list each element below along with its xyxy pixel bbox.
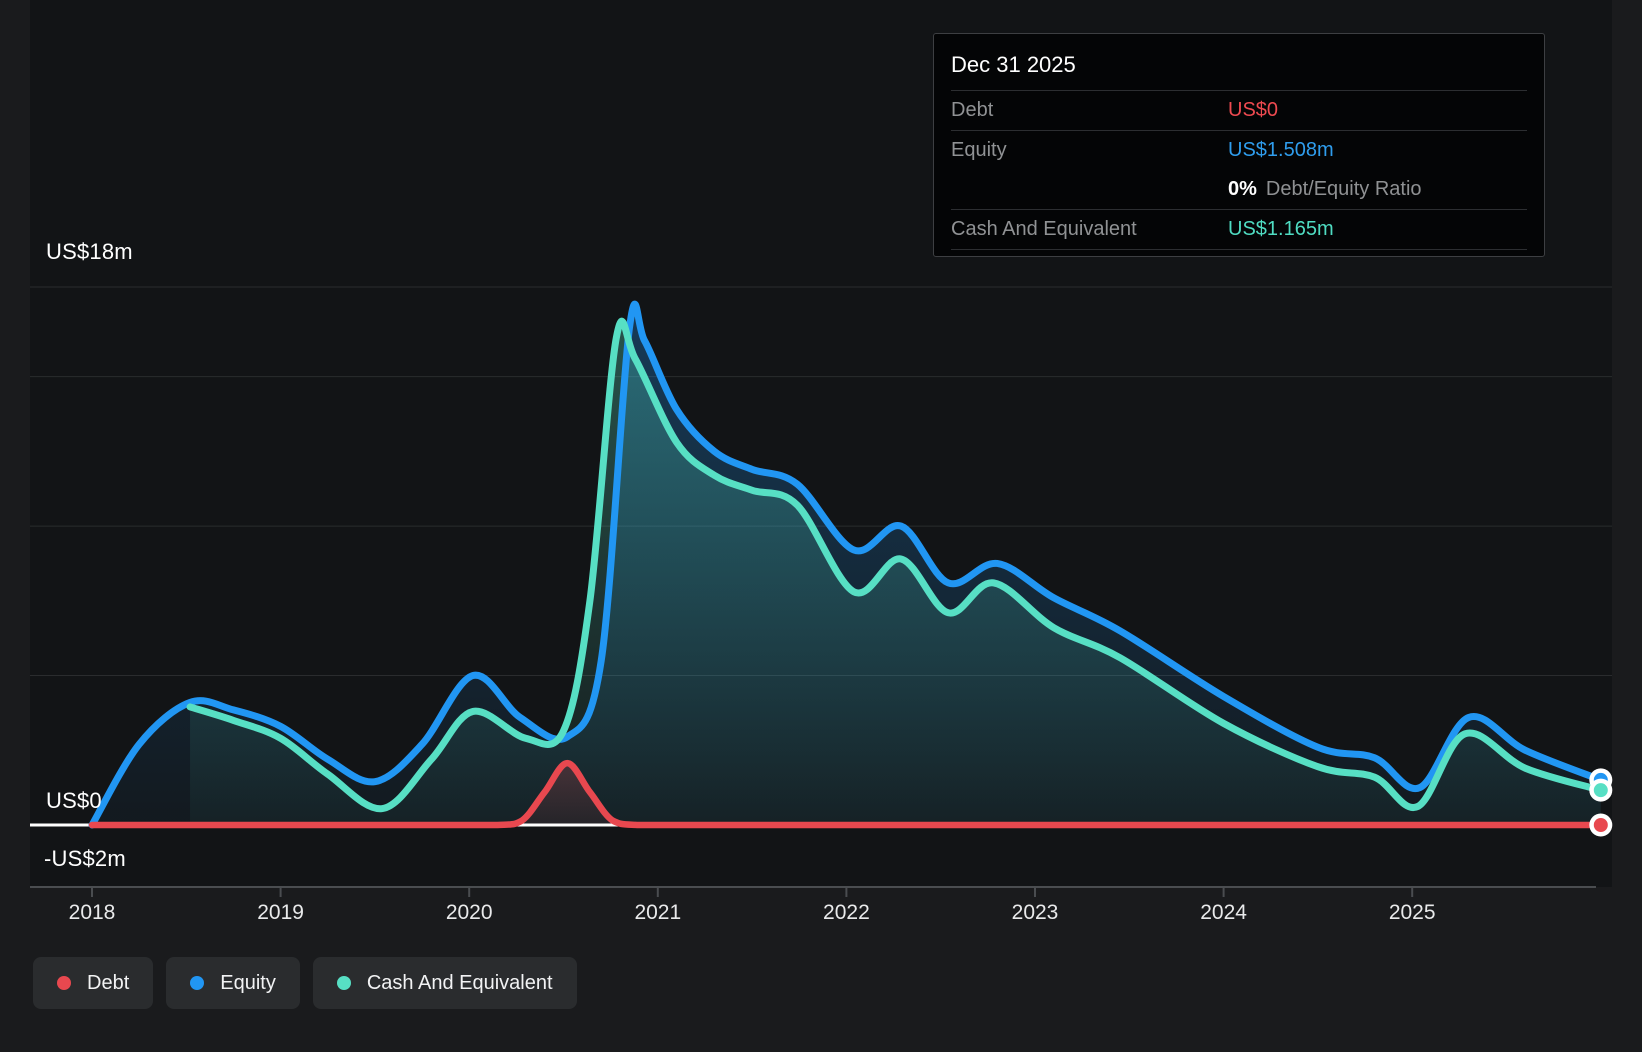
x-axis-label-2018: 2018: [68, 901, 116, 924]
equity-line: [88, 300, 1605, 829]
tooltip-ratio-value: 0%: [1228, 178, 1257, 200]
legend-item-debt[interactable]: Debt: [33, 957, 154, 1009]
debt-marker[interactable]: [1593, 818, 1608, 832]
tooltip-cash-value: US$1.165m: [1228, 218, 1334, 240]
tooltip-row-cash: Cash And Equivalent US$1.165m: [951, 210, 1527, 250]
cash-marker[interactable]: [1593, 783, 1608, 798]
tooltip-date: Dec 31 2025: [951, 44, 1527, 91]
chart-tooltip: Dec 31 2025 Debt US$0 Equity US$1.508m 0…: [933, 33, 1545, 257]
legend-label-debt: Debt: [87, 972, 130, 994]
legend-label-equity: Equity: [220, 972, 276, 994]
x-axis-label-2025: 2025: [1388, 901, 1436, 924]
x-axis-label-2020: 2020: [445, 901, 493, 924]
tooltip-debt-label: Debt: [951, 99, 994, 121]
x-axis-label-2024: 2024: [1200, 901, 1247, 924]
x-axis-label-2022: 2022: [823, 901, 870, 924]
x-axis-label-2023: 2023: [1011, 901, 1059, 924]
tooltip-ratio: 0% Debt/Equity Ratio: [1228, 178, 1422, 201]
tooltip-debt-value: US$0: [1228, 99, 1279, 121]
debt-line: [88, 759, 1605, 829]
equity-area: [92, 304, 1601, 825]
tooltip-ratio-text: Debt/Equity Ratio: [1265, 178, 1422, 200]
legend-label-cash-and-equivalent: Cash And Equivalent: [366, 972, 553, 994]
debt-legend-dot-icon: [57, 976, 71, 990]
x-axis-label-2021: 2021: [634, 901, 682, 924]
y-axis-min-label: -US$2m: [44, 846, 126, 871]
equity-legend-dot-icon: [190, 976, 205, 990]
cash-line: [186, 317, 1605, 813]
tooltip-cash-label: Cash And Equivalent: [951, 218, 1137, 240]
tooltip-row-equity: Equity US$1.508m: [951, 131, 1527, 170]
legend-item-equity[interactable]: Equity: [166, 957, 300, 1009]
tooltip-row-debt: Debt US$0: [951, 91, 1527, 131]
tooltip-equity-value: US$1.508m: [1228, 139, 1334, 161]
legend-item-cash-and-equivalent[interactable]: Cash And Equivalent: [312, 957, 577, 1009]
tooltip-row-ratio: 0% Debt/Equity Ratio: [951, 170, 1527, 210]
cash-and-equivalent-legend-dot-icon: [336, 976, 351, 990]
x-axis-label-2019: 2019: [257, 901, 304, 924]
cash-area: [190, 321, 1601, 825]
y-axis-zero-label: US$0: [46, 788, 102, 813]
y-axis-max-label: US$18m: [46, 239, 133, 264]
tooltip-equity-label: Equity: [951, 139, 1007, 161]
chart-legend: Debt Equity Cash And Equivalent: [33, 957, 577, 1009]
